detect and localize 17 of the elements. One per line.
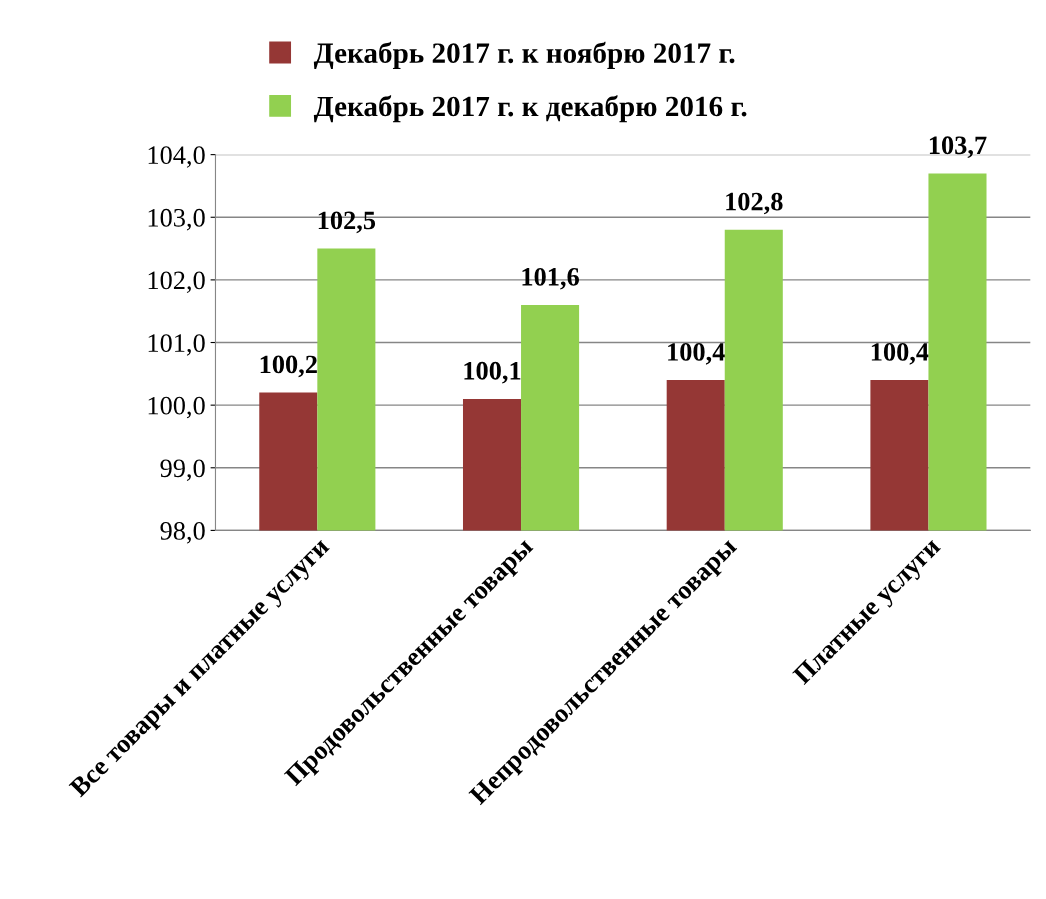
legend-label: Декабрь 2017 г. к декабрю 2016 г.	[313, 95, 747, 123]
y-tick-label: 102,0	[148, 271, 205, 294]
data-label: 100,4	[871, 343, 929, 365]
data-label: 100,1	[464, 361, 521, 384]
y-tick-label: 98,0	[160, 522, 205, 544]
y-tick-label: 100,0	[148, 396, 205, 419]
y-tick-label: 101,0	[148, 334, 205, 356]
y-tick-label: 103,0	[148, 208, 205, 231]
y-tick-label: 104,0	[148, 146, 205, 168]
data-label: 102,8	[726, 192, 783, 215]
data-label: 100,4	[668, 343, 725, 365]
data-label: 103,7	[929, 136, 987, 158]
data-label: 101,6	[522, 267, 579, 290]
data-label: 100,2	[260, 355, 317, 378]
y-tick-label: 99,0	[160, 459, 205, 481]
data-label: 102,5	[318, 211, 376, 234]
legend-label: Декабрь 2017 г. к ноябрю 2017 г.	[313, 41, 735, 69]
